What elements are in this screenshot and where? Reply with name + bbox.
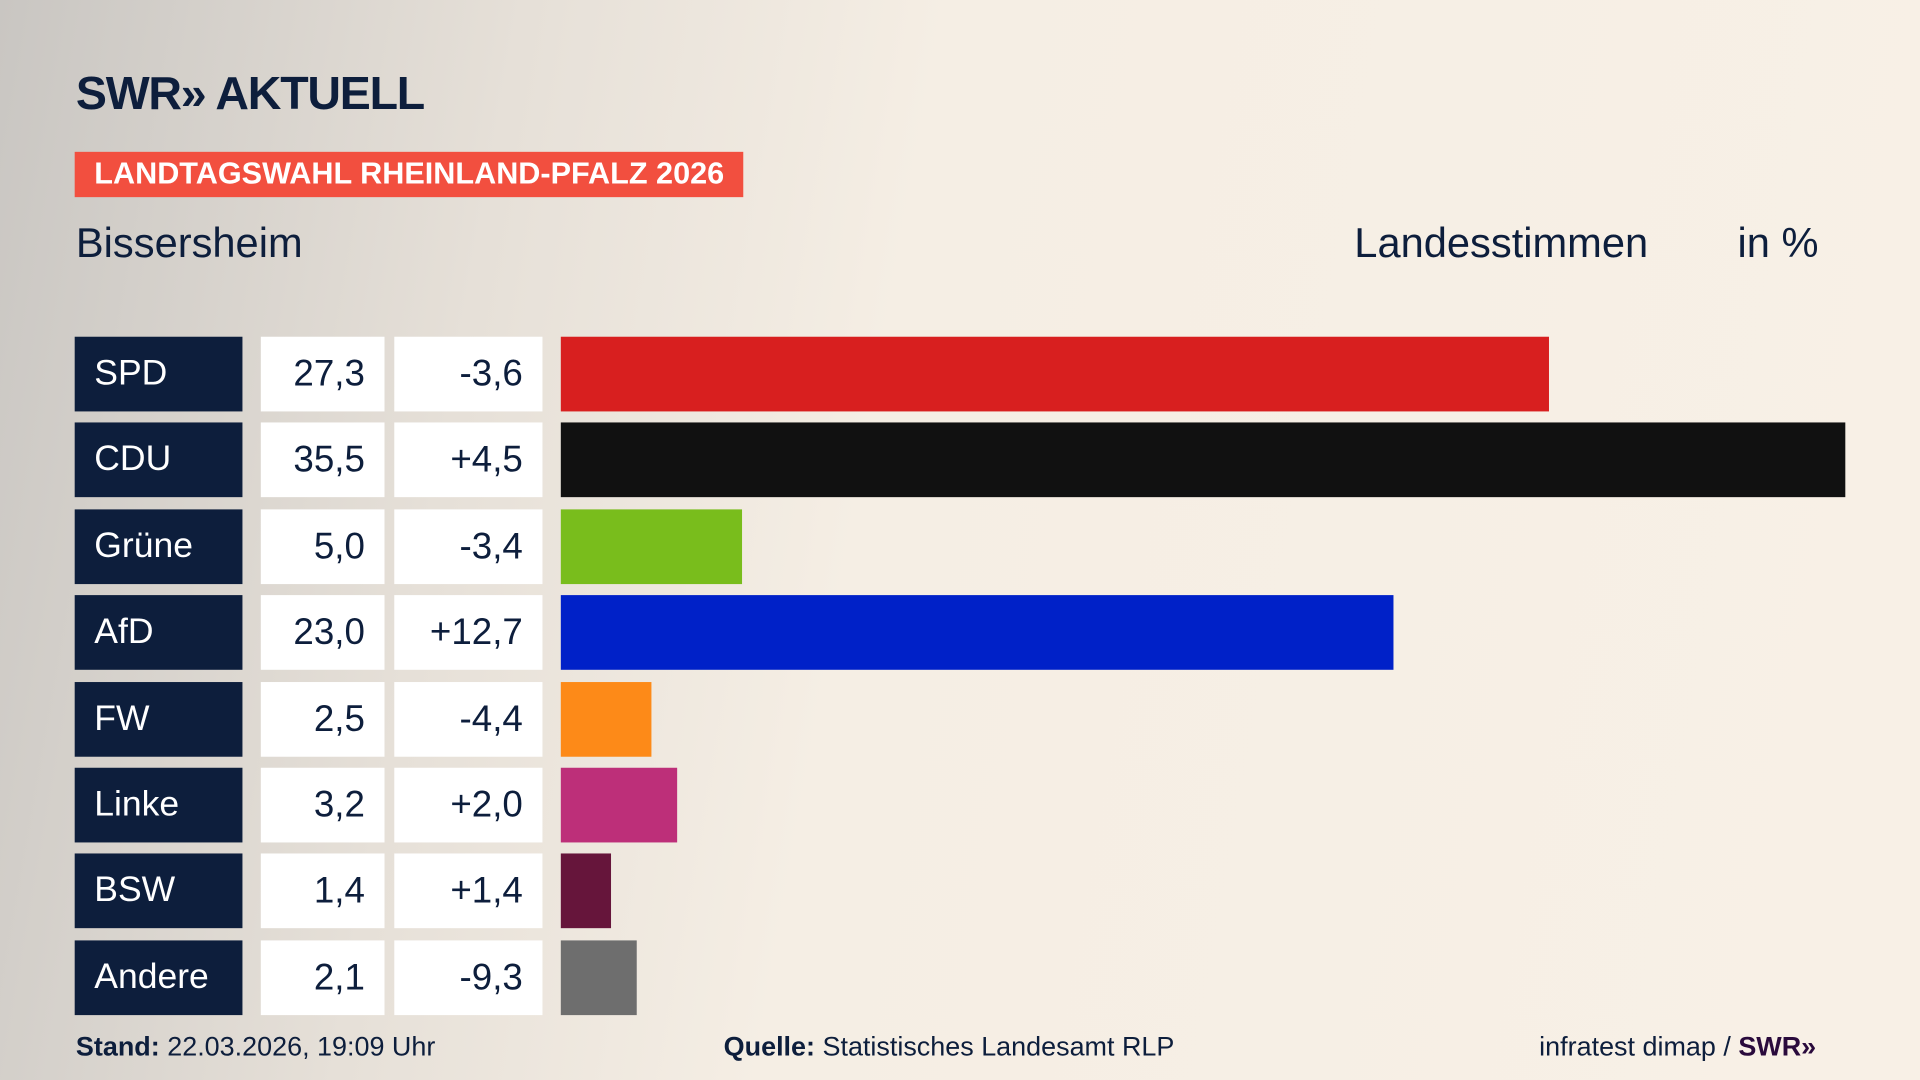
bar-bsw [560,853,612,929]
stand-value: 22.03.2026, 19:09 Uhr [167,1031,436,1062]
party-label: BSW [74,853,243,929]
party-label: FW [74,681,243,757]
diff-label: -9,3 [394,940,543,1015]
party-label: Andere [74,940,243,1015]
swr-aktuell-logo: SWR» AKTUELL [75,68,425,121]
diff-label: -3,4 [394,509,543,584]
value-label: 3,2 [260,767,385,843]
source-label: Quelle: [723,1031,815,1062]
party-label: Grüne [74,509,243,584]
bar-afd [560,595,1394,671]
value-label: 5,0 [260,509,385,584]
value-label: 35,5 [260,422,385,498]
election-badge: LANDTAGSWAHL RHEINLAND-PFALZ 2026 [74,151,744,198]
bar-grüne [560,509,742,584]
stand-text: Stand: 22.03.2026, 19:09 Uhr [76,1031,435,1063]
place-title: Bissersheim [75,220,303,267]
swr-logo: SWR» [1738,1031,1817,1062]
diff-label: -4,4 [394,681,543,757]
value-label: 2,5 [260,681,385,757]
party-label: SPD [74,336,243,412]
diff-label: +1,4 [394,853,543,929]
diff-label: +4,5 [394,422,543,498]
source-value: Statistisches Landesamt RLP [822,1031,1175,1062]
value-label: 2,1 [260,940,385,1015]
diff-label: +12,7 [394,595,543,671]
diff-label: -3,6 [394,336,543,412]
credit-text: infratest dimap / SWR» [1539,1031,1816,1063]
party-label: Linke [74,767,243,843]
bar-fw [560,681,652,757]
bar-cdu [560,422,1846,498]
bar-spd [560,336,1549,412]
unit-label: in % [1737,220,1819,267]
diff-label: +2,0 [394,767,543,843]
party-label: AfD [74,595,243,671]
stand-label: Stand: [75,1031,160,1062]
value-label: 1,4 [260,853,385,929]
source-text: Quelle: Statistisches Landesamt RLP [724,1031,1175,1063]
value-label: 23,0 [260,595,385,671]
bar-andere [560,940,637,1015]
value-label: 27,3 [260,336,385,412]
measure-label: Landesstimmen [1354,220,1649,267]
party-label: CDU [74,422,243,498]
bar-linke [560,767,677,843]
credit-label: infratest dimap / [1539,1031,1731,1062]
